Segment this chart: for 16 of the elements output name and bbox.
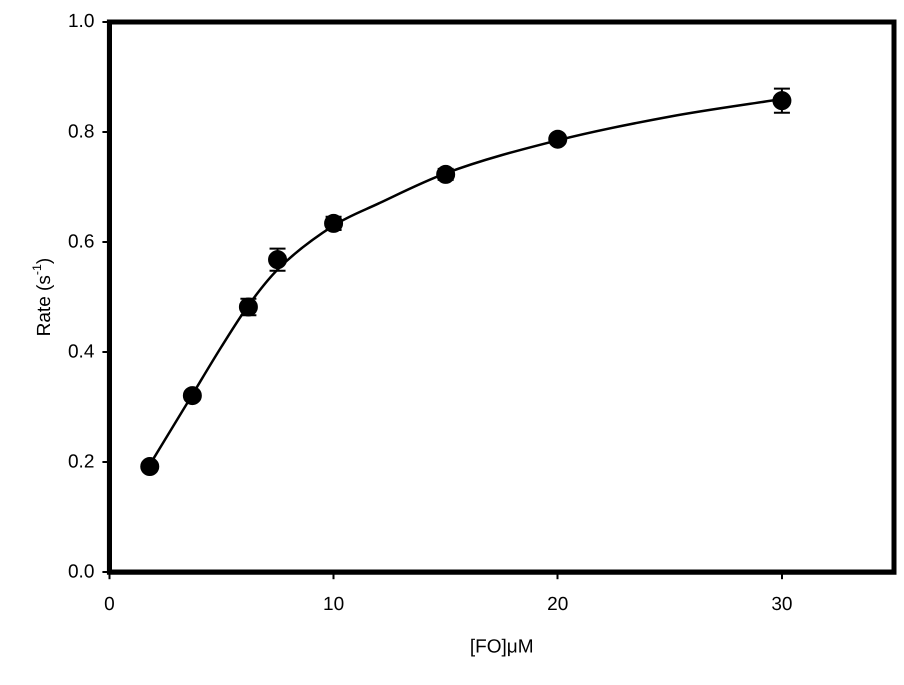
x-tick-label: 20: [547, 594, 568, 615]
y-tick-label: 1.0: [68, 11, 94, 32]
y-tick-label: 0.8: [68, 121, 94, 142]
x-axis-title: [FO]μM: [470, 636, 534, 658]
point: [140, 457, 160, 476]
y-tick-label: 0.0: [68, 561, 94, 582]
x-tick-label: 10: [323, 594, 344, 615]
point: [182, 386, 202, 406]
x-tick-label: 0: [104, 594, 115, 615]
x-tick-label: 30: [771, 594, 792, 615]
y-tick-label: 0.6: [68, 231, 94, 252]
point: [436, 168, 455, 181]
y-tick-label: 0.2: [68, 451, 94, 472]
point: [548, 130, 568, 149]
y-axis-title: Rate (s-1): [30, 258, 56, 336]
y-tick-label: 0.4: [68, 341, 95, 362]
